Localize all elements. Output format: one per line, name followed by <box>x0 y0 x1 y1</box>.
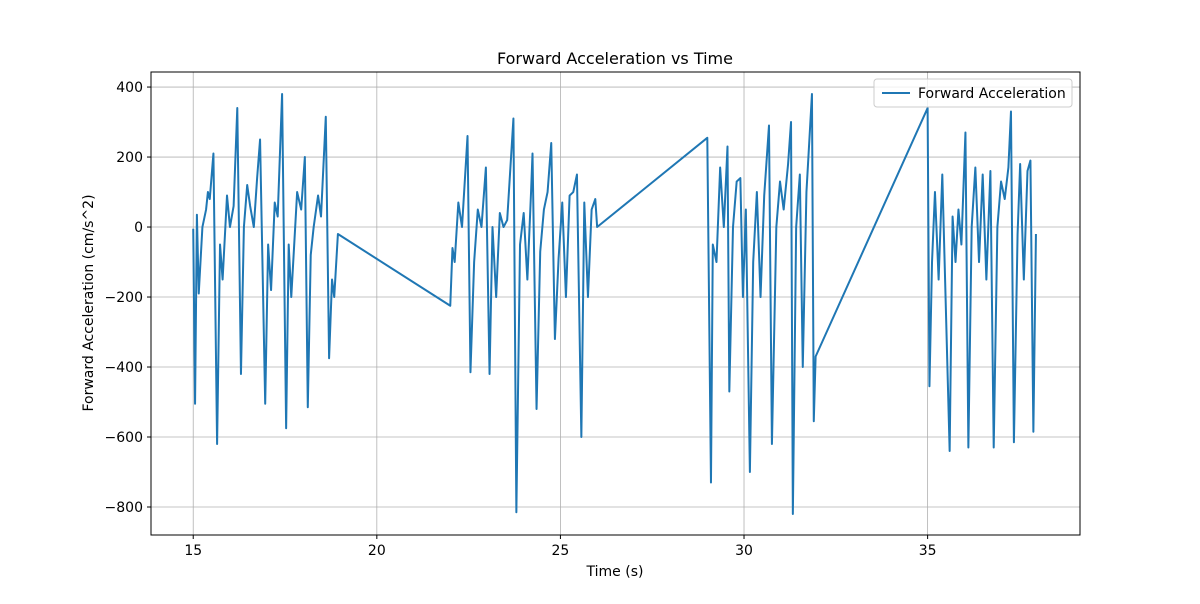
y-tick-label: −200 <box>105 290 143 306</box>
legend-label: Forward Acceleration <box>918 86 1066 102</box>
y-axis-label: Forward Acceleration (cm/s^2) <box>81 194 97 411</box>
y-tick-label: −400 <box>105 360 143 376</box>
plot-frame <box>150 71 1081 536</box>
x-tick-label: 25 <box>552 543 570 559</box>
x-tick-label: 35 <box>919 543 937 559</box>
y-tick-label: 200 <box>116 150 143 166</box>
y-tick-label: 400 <box>116 80 143 96</box>
x-tick-label: 15 <box>184 543 202 559</box>
data-line <box>192 93 1037 515</box>
chart-title: Forward Acceleration vs Time <box>497 49 733 68</box>
y-tick-label: −800 <box>105 500 143 516</box>
y-tick-label: 0 <box>134 220 143 236</box>
legend-box <box>873 78 1073 108</box>
x-tick-label: 30 <box>735 543 753 559</box>
x-tick-label: 20 <box>368 543 386 559</box>
y-tick-label: −600 <box>105 430 143 446</box>
x-axis-label: Time (s) <box>586 564 644 580</box>
